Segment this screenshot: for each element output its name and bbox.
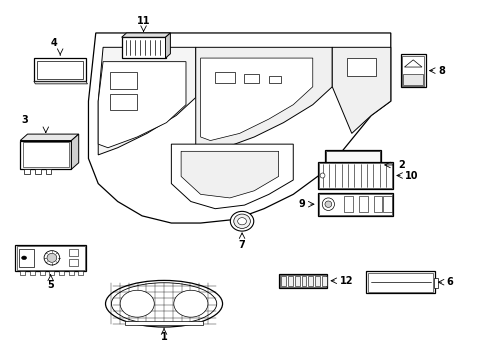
Bar	[110, 72, 137, 89]
Bar	[317, 162, 392, 189]
Ellipse shape	[230, 211, 253, 231]
Text: 9: 9	[298, 199, 305, 209]
Bar	[401, 55, 424, 86]
Ellipse shape	[111, 283, 216, 325]
Bar	[125, 321, 203, 325]
Text: 10: 10	[405, 171, 418, 180]
Bar	[59, 271, 64, 275]
Bar	[40, 271, 44, 275]
Bar	[19, 249, 34, 267]
Bar	[308, 276, 313, 286]
Ellipse shape	[47, 253, 57, 262]
Polygon shape	[171, 144, 293, 209]
Bar	[244, 74, 259, 83]
Bar	[367, 273, 432, 292]
Bar	[301, 276, 306, 286]
Bar	[373, 197, 382, 212]
Bar	[22, 142, 69, 167]
Bar	[279, 275, 326, 287]
Text: 7: 7	[238, 240, 245, 250]
Polygon shape	[181, 151, 278, 198]
Polygon shape	[165, 33, 170, 58]
Bar	[319, 194, 391, 215]
Bar	[383, 197, 391, 212]
Polygon shape	[71, 134, 79, 169]
Bar	[122, 37, 165, 58]
Polygon shape	[195, 47, 331, 151]
Bar	[344, 197, 352, 212]
Text: 8: 8	[437, 66, 444, 76]
Bar	[35, 169, 41, 174]
Bar	[366, 271, 434, 293]
Bar	[294, 276, 299, 286]
Ellipse shape	[44, 251, 60, 265]
Bar	[78, 271, 82, 275]
Bar	[20, 140, 71, 169]
Bar	[325, 149, 380, 180]
Ellipse shape	[120, 290, 154, 317]
Ellipse shape	[233, 214, 250, 228]
Ellipse shape	[21, 256, 26, 260]
Polygon shape	[34, 58, 86, 81]
Text: 2: 2	[397, 160, 404, 170]
Polygon shape	[88, 33, 390, 223]
Text: 11: 11	[137, 16, 150, 26]
Bar	[69, 249, 78, 256]
Ellipse shape	[105, 280, 222, 327]
Bar	[45, 169, 51, 174]
Polygon shape	[346, 58, 375, 76]
Text: 3: 3	[21, 115, 28, 125]
Bar	[319, 163, 391, 188]
Polygon shape	[122, 33, 170, 37]
Bar	[15, 244, 86, 271]
Text: 5: 5	[47, 280, 54, 291]
Polygon shape	[34, 81, 87, 84]
Text: 1: 1	[161, 332, 167, 342]
Bar	[315, 276, 320, 286]
Bar	[24, 169, 30, 174]
Polygon shape	[98, 62, 185, 148]
Bar	[287, 276, 292, 286]
Ellipse shape	[320, 173, 325, 178]
Bar	[268, 76, 281, 83]
Text: 6: 6	[446, 277, 453, 287]
Ellipse shape	[325, 201, 331, 207]
Bar	[278, 274, 327, 288]
Bar	[400, 54, 425, 87]
Ellipse shape	[237, 218, 246, 225]
Bar	[17, 246, 84, 270]
Bar	[20, 271, 25, 275]
Bar	[215, 72, 234, 83]
Bar	[322, 276, 326, 286]
Polygon shape	[200, 58, 312, 140]
Bar	[358, 197, 367, 212]
Bar	[49, 271, 54, 275]
Bar	[69, 259, 78, 266]
Bar	[30, 271, 35, 275]
Polygon shape	[98, 47, 195, 155]
Bar	[433, 278, 437, 288]
Bar	[326, 150, 379, 179]
Text: 12: 12	[339, 276, 352, 286]
Text: 4: 4	[51, 38, 58, 48]
Ellipse shape	[322, 198, 334, 211]
Bar	[69, 271, 74, 275]
Bar	[317, 193, 392, 216]
Bar	[110, 94, 137, 110]
Ellipse shape	[173, 290, 207, 317]
Bar	[281, 276, 285, 286]
Polygon shape	[37, 60, 82, 79]
Bar	[403, 74, 422, 85]
Polygon shape	[20, 134, 79, 140]
Polygon shape	[331, 47, 390, 134]
